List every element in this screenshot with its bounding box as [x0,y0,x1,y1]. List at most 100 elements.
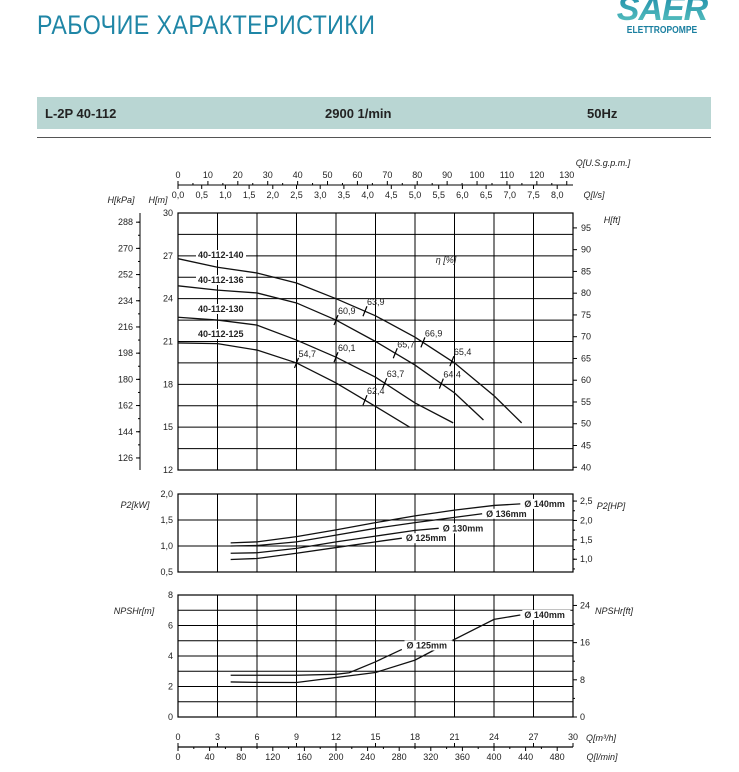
power-ytick-kw: 1,5 [160,515,173,525]
efficiency-mark [382,377,388,389]
ls-tick-label: 4,0 [361,190,374,200]
frequency: 50Hz [587,106,618,121]
gpm-tick-label: 110 [500,170,514,180]
head-ytick-kpa: 216 [118,322,133,332]
power-ytick-kw: 0,5 [160,567,173,577]
power-ytick-hp: 1,5 [580,535,593,545]
gpm-tick-label: 50 [323,170,333,180]
head-ytick-kpa: 252 [118,270,133,280]
ls-tick-label: 6,0 [456,190,469,200]
m3h-tick-label: 27 [528,732,538,742]
model-band: L-2P 40-112 2900 1/min 50Hz [37,97,711,129]
efficiency-label: 65,4 [454,347,472,357]
efficiency-mark [333,314,339,326]
npsh-ytick-ft: 0 [580,712,585,722]
npsh-ylabel-m: NPSHr[m] [114,606,155,616]
npsh-ylabel-ft: NPSHr[ft] [595,606,634,616]
model-name: L-2P 40-112 [45,106,117,121]
head-ytick-m: 12 [163,465,173,475]
head-ytick-ft: 45 [581,440,591,450]
logo-text: SAER [612,0,712,26]
ls-tick-label: 0,0 [172,190,185,200]
gpm-tick-label: 10 [203,170,213,180]
ls-tick-label: 1,0 [219,190,232,200]
lmin-tick-label: 40 [205,752,215,762]
npsh-ytick-ft: 24 [580,600,590,610]
head-ytick-kpa: 198 [118,348,133,358]
ls-tick-label: 7,5 [527,190,540,200]
lmin-tick-label: 480 [550,752,565,762]
logo-subtext: ELETTROPOMPE [626,25,698,36]
ls-tick-label: 8,0 [551,190,564,200]
lmin-tick-label: 240 [360,752,375,762]
m3h-tick-label: 12 [331,732,341,742]
ls-tick-label: 3,0 [314,190,327,200]
lmin-tick-label: 200 [328,752,343,762]
page-title: РАБОЧИЕ ХАРАКТЕРИСТИКИ [37,10,376,40]
efficiency-mark [392,348,398,359]
head-ytick-m: 30 [163,208,173,218]
npsh-curve-label: Ø 140mm [524,610,565,620]
power-curve-Ø 140mm [230,503,521,544]
head-ylabel-ft: H[ft] [604,215,621,225]
gpm-tick-label: 90 [442,170,452,180]
head-ytick-ft: 85 [581,266,591,276]
efficiency-label: 64,4 [443,370,461,380]
npsh-ytick-ft: 16 [580,638,590,648]
power-curve-Ø 136mm [230,513,483,547]
gpm-tick-label: 60 [352,170,362,180]
head-ytick-kpa: 234 [118,296,133,306]
lmin-tick-label: 160 [297,752,312,762]
gpm-tick-label: 130 [559,170,574,180]
head-curve-40-112-130 [177,316,454,424]
m3h-tick-label: 18 [410,732,420,742]
head-ytick-kpa: 180 [118,374,133,384]
head-curve-label-bg [196,304,246,314]
m3h-tick-label: 24 [489,732,499,742]
head-curve-label: 40-112-140 [198,250,244,260]
npsh-ytick-m: 6 [168,621,173,631]
power-curve-label-bg [522,498,571,509]
head-ytick-ft: 65 [581,353,591,363]
ls-tick-label: 6,5 [480,190,493,200]
head-ytick-ft: 75 [581,310,591,320]
head-ytick-kpa: 288 [118,217,133,227]
head-ytick-kpa: 144 [118,427,133,437]
power-ylabel-kw: P2[kW] [120,500,150,510]
npsh-curve-label: Ø 125mm [406,640,447,650]
gpm-axis-label: Q[U.S.g.p.m.] [576,158,631,168]
power-curve-label-bg [484,508,533,519]
lmin-axis-label: Q[l/min] [586,752,618,762]
head-ytick-m: 18 [163,379,173,389]
ls-tick-label: 0,5 [195,190,208,200]
head-ytick-kpa: 126 [118,453,133,463]
efficiency-label: 60,1 [338,343,356,353]
lmin-tick-label: 80 [236,752,246,762]
npsh-curve-Ø 140mm [230,614,521,684]
head-curve-40-112-140 [177,258,523,424]
efficiency-mark [420,337,426,348]
lmin-tick-label: 400 [486,752,501,762]
m3h-tick-label: 9 [294,732,299,742]
head-ylabel-m: H[m] [149,195,168,205]
m3h-axis-label: Q[m³/h] [586,733,617,743]
efficiency-label: 62,4 [367,386,385,396]
gpm-tick-label: 120 [529,170,544,180]
head-curve-label-bg [196,250,246,260]
lmin-tick-label: 120 [265,752,280,762]
gpm-tick-label: 70 [382,170,392,180]
npsh-ytick-m: 0 [168,712,173,722]
head-curve-40-112-125 [177,342,411,428]
npsh-curve-label-bg [404,640,453,651]
npsh-ytick-ft: 8 [580,675,585,685]
power-curve-label-bg [440,523,489,534]
efficiency-mark [293,357,300,369]
gpm-tick-label: 30 [263,170,273,180]
power-ylabel-hp: P2[HP] [597,501,626,511]
lmin-tick-label: 0 [175,752,180,762]
lmin-tick-label: 360 [455,752,470,762]
head-curve-label: 40-112-125 [198,329,244,339]
npsh-ytick-m: 2 [168,682,173,692]
gpm-tick-label: 100 [470,170,485,180]
